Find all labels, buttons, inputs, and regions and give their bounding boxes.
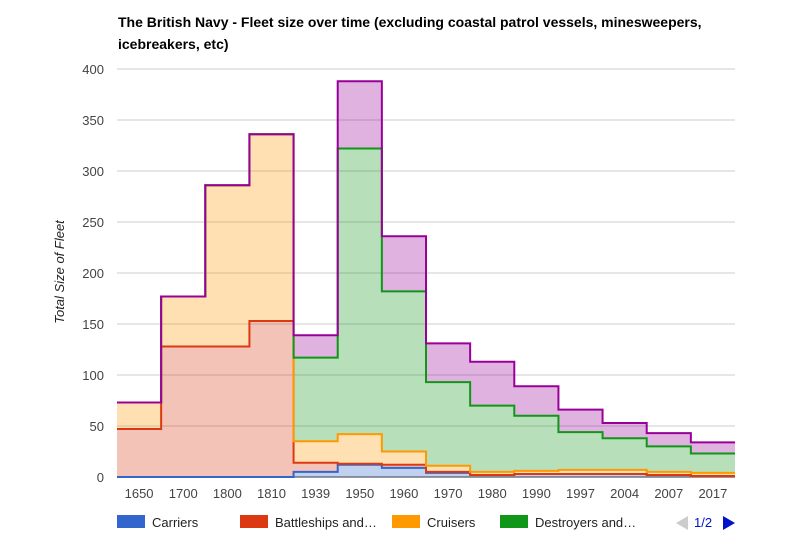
x-tick-label: 1960 <box>389 486 418 501</box>
x-tick-label: 1939 <box>301 486 330 501</box>
y-tick-label: 100 <box>82 368 104 383</box>
x-tick-label: 2017 <box>698 486 727 501</box>
chart-title-line-2: icebreakers, etc) <box>118 36 229 52</box>
legend-item[interactable]: Cruisers <box>392 515 476 530</box>
y-tick-label: 350 <box>82 113 104 128</box>
legend-item[interactable]: Carriers <box>117 515 199 530</box>
pager-next-icon[interactable] <box>723 516 735 530</box>
y-tick-label: 300 <box>82 164 104 179</box>
y-tick-label: 400 <box>82 62 104 77</box>
x-tick-label: 1700 <box>169 486 198 501</box>
legend-label: Carriers <box>152 515 199 530</box>
x-tick-label: 1810 <box>257 486 286 501</box>
x-tick-label: 2007 <box>654 486 683 501</box>
y-axis-label: Total Size of Fleet <box>52 219 67 324</box>
legend-swatch <box>117 515 145 528</box>
x-tick-label: 1950 <box>345 486 374 501</box>
y-tick-label: 200 <box>82 266 104 281</box>
y-tick-label: 50 <box>90 419 104 434</box>
pager-prev-icon[interactable] <box>676 516 688 530</box>
legend-item[interactable]: Destroyers and… <box>500 515 636 530</box>
legend-pager: 1/2 <box>676 515 735 530</box>
pager-label: 1/2 <box>694 515 712 530</box>
x-tick-label: 2004 <box>610 486 639 501</box>
legend-swatch <box>392 515 420 528</box>
series-lines <box>117 80 735 478</box>
x-tick-label: 1800 <box>213 486 242 501</box>
x-tick-label: 1997 <box>566 486 595 501</box>
series-area-2[interactable] <box>117 134 735 476</box>
series-line-4 <box>117 80 735 444</box>
legend-swatch <box>500 515 528 528</box>
legend-label: Destroyers and… <box>535 515 636 530</box>
legend-label: Battleships and… <box>275 515 377 530</box>
series-area-1[interactable] <box>117 320 735 477</box>
x-axis-ticks: 1650 1700 1800 1810 1939 1950 1960 1970 1980 1990… <box>125 486 728 501</box>
x-tick-label: 1650 <box>125 486 154 501</box>
legend-item[interactable]: Battleships and… <box>240 515 377 530</box>
y-axis-ticks: 0 50 100 150 200 250 300 350 400 <box>82 62 104 485</box>
y-tick-label: 250 <box>82 215 104 230</box>
x-tick-label: 1980 <box>478 486 507 501</box>
legend-label: Cruisers <box>427 515 476 530</box>
legend: Carriers Battleships and… Cruisers Destroye… <box>117 515 636 530</box>
x-tick-label: 1990 <box>522 486 551 501</box>
y-tick-label: 150 <box>82 317 104 332</box>
x-tick-label: 1970 <box>434 486 463 501</box>
chart-title-line-1: The British Navy - Fleet size over time … <box>118 14 702 30</box>
legend-swatch <box>240 515 268 528</box>
y-tick-label: 0 <box>97 470 104 485</box>
